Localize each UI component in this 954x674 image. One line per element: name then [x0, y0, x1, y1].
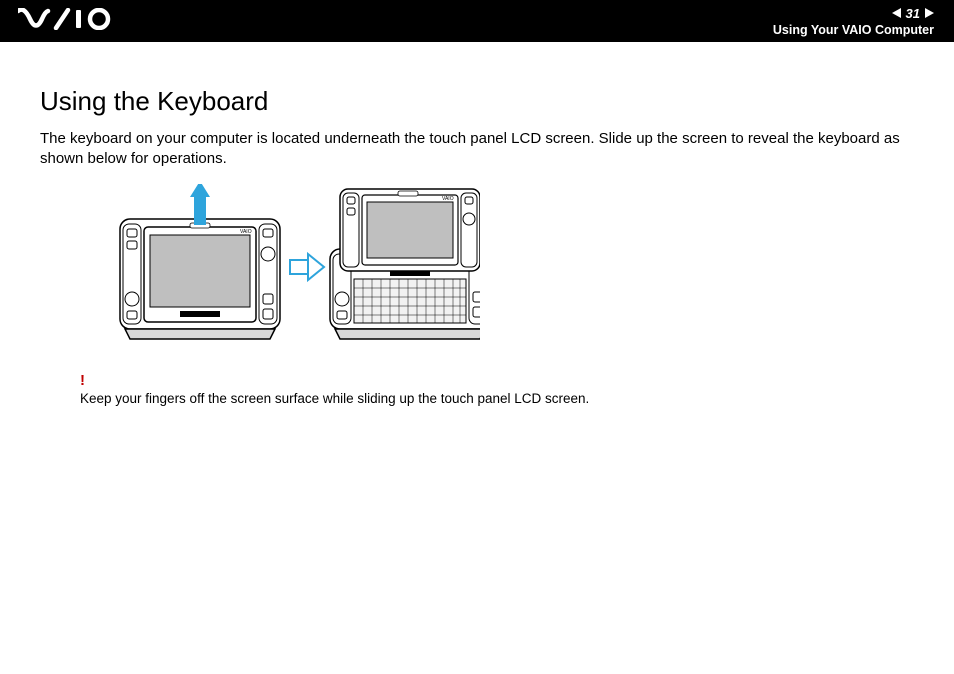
page-nav: 31	[773, 6, 934, 21]
device-illustration: VAIO	[80, 184, 914, 354]
page-content: Using the Keyboard The keyboard on your …	[0, 42, 954, 406]
page-title: Using the Keyboard	[40, 86, 914, 117]
page-number: 31	[906, 6, 920, 21]
svg-text:VAIO: VAIO	[240, 229, 252, 235]
vaio-logo	[18, 8, 116, 35]
prev-page-icon[interactable]	[892, 8, 901, 18]
header-bar: 31 Using Your VAIO Computer	[0, 0, 954, 42]
warning-block: ! Keep your fingers off the screen surfa…	[80, 372, 914, 406]
warning-icon: !	[80, 372, 914, 389]
warning-text: Keep your fingers off the screen surface…	[80, 391, 914, 406]
svg-text:VAIO: VAIO	[442, 196, 454, 202]
header-right: 31 Using Your VAIO Computer	[773, 6, 934, 37]
intro-paragraph: The keyboard on your computer is located…	[40, 129, 914, 170]
next-page-icon[interactable]	[925, 8, 934, 18]
section-label: Using Your VAIO Computer	[773, 23, 934, 37]
